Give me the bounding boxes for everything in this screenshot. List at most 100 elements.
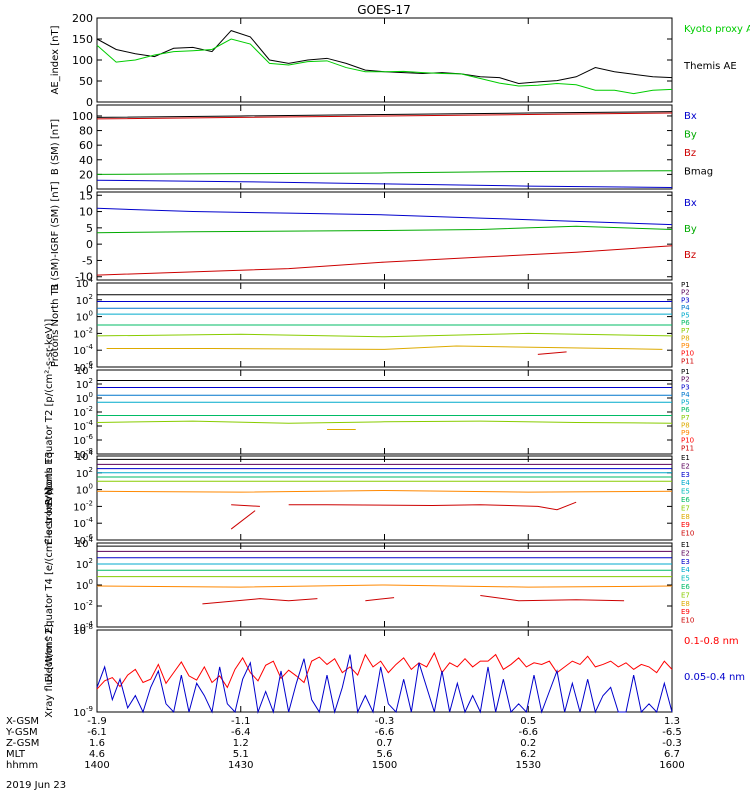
y-tick-label: 10 <box>79 206 93 219</box>
footer-row-value: -6.4 <box>231 727 251 738</box>
y-tick-label: 0 <box>86 183 93 196</box>
footer-row-value: 1.2 <box>233 738 249 749</box>
series-line-0-1-0-8-nm <box>96 651 673 690</box>
footer-row-value: -6.6 <box>375 727 395 738</box>
footer-row-value: 0.2 <box>520 738 536 749</box>
footer-row-value: -6.5 <box>662 727 682 738</box>
series-line-e9 <box>365 597 395 602</box>
y-tick-label: 40 <box>79 154 93 167</box>
footer-row-label: Z-GSM <box>6 738 39 749</box>
series-line-p9 <box>537 351 567 355</box>
channel-label: P4 <box>681 391 690 399</box>
series-line-bz <box>96 112 673 120</box>
y-tick-label: 10-2 <box>73 326 93 340</box>
y-tick-label: 10-8 <box>73 623 93 637</box>
legend-entry: Kyoto proxy AE <box>684 24 750 35</box>
channel-label: P2 <box>681 376 690 384</box>
y-tick-label: 20 <box>79 168 93 181</box>
channel-label: P10 <box>681 437 694 445</box>
channel-label: E1 <box>681 454 690 462</box>
channel-label: E4 <box>681 479 690 487</box>
series-line-e10 <box>288 501 577 511</box>
channel-label: E2 <box>681 462 690 470</box>
y-axis-label: Protons North T1 <box>50 283 61 367</box>
ephemeris-footer: 2019 Jun 23 X-GSM -1.9 -1.1 -0.3 0.5 1.3 Y-GSM… <box>5 716 685 791</box>
channel-label: P8 <box>681 334 690 342</box>
channel-label: P3 <box>681 296 690 304</box>
panel-7: 104 102 100 10-2 10-4 Electrons Equator T4 [e… <box>44 487 694 682</box>
channel-label: P8 <box>681 421 690 429</box>
legend-entry: By <box>684 224 697 235</box>
channel-label: E4 <box>681 566 690 574</box>
y-tick-label: 150 <box>72 33 93 46</box>
channel-label: E5 <box>681 575 690 583</box>
channel-label: P7 <box>681 414 690 422</box>
y-tick-label: 10-4 <box>73 419 93 433</box>
y-axis-label: AE_index [nT] <box>50 25 61 94</box>
y-tick-label: 10-2 <box>73 405 93 419</box>
series-line-p8 <box>106 345 663 350</box>
channel-label: P11 <box>681 357 694 365</box>
legend-entry: Bx <box>684 198 697 209</box>
y-tick-label: 0 <box>86 238 93 251</box>
channel-label: E1 <box>681 541 690 549</box>
series-line-bx <box>96 179 673 189</box>
y-tick-label: 100 <box>76 391 93 405</box>
y-tick-label: 10-6 <box>73 433 93 447</box>
footer-row-label: X-GSM <box>6 716 39 727</box>
footer-row-value: -0.3 <box>662 738 682 749</box>
series-line-by <box>96 170 673 175</box>
channel-label: P2 <box>681 289 690 297</box>
y-tick-label: 100 <box>72 110 93 123</box>
series-line-bz <box>96 245 673 276</box>
series-line-kyoto-proxy-ae <box>96 38 673 95</box>
footer-row-value: -6.1 <box>87 727 107 738</box>
y-axis-label: Xray flux [W/m^2] <box>44 624 55 718</box>
y-axis-label: B (SM)-IGRF (SM) [nT] <box>50 181 61 290</box>
legend-entry: 0.05-0.4 nm <box>684 672 745 683</box>
channel-label: P10 <box>681 350 694 358</box>
y-tick-label: 104 <box>76 536 94 550</box>
y-tick-label: 10-6 <box>73 360 93 374</box>
series-line-e8 <box>202 598 318 605</box>
y-tick-label: 10-9 <box>73 705 93 719</box>
channel-label: E10 <box>681 530 694 538</box>
y-tick-label: 102 <box>76 377 93 391</box>
y-tick-label: 60 <box>79 139 93 152</box>
y-tick-label: 5 <box>86 222 93 235</box>
y-axis-label: Electrons North T3 <box>44 451 55 544</box>
y-tick-label: 10-2 <box>73 599 93 613</box>
channel-label: E8 <box>681 513 690 521</box>
panel-8: 10-8 10-9 Xray flux [W/m^2] 0.1-0.8 nm 0.05-… <box>44 623 745 719</box>
footer-row-value: -0.3 <box>375 716 395 727</box>
series-line-e10 <box>480 595 625 602</box>
channel-label: P1 <box>681 281 690 289</box>
y-tick-label: 104 <box>76 449 94 463</box>
y-tick-label: 100 <box>76 310 93 324</box>
channel-label: E7 <box>681 591 690 599</box>
y-tick-label: 10-6 <box>73 533 93 547</box>
y-tick-label: 100 <box>76 483 93 497</box>
panel-frame <box>96 369 673 455</box>
channel-label: P5 <box>681 312 690 320</box>
panel-3: 15 10 5 0 -5 -10 B (SM)-IGRF (SM) [nT] Bx By Bz <box>50 181 697 290</box>
channel-label: P6 <box>681 406 690 414</box>
y-tick-label: 102 <box>76 466 93 480</box>
channel-label: E9 <box>681 608 690 616</box>
footer-row-value: -1.9 <box>87 716 107 727</box>
y-tick-label: 80 <box>79 125 93 138</box>
footer-row-value: 6.2 <box>520 749 536 760</box>
series-line-e9 <box>230 510 256 530</box>
channel-label: P9 <box>681 429 690 437</box>
y-axis-label: Electrons Equator T4 [e/(cm²-s-sr-keV)] <box>44 487 55 682</box>
footer-row-value: -1.1 <box>231 716 251 727</box>
channel-label: P5 <box>681 399 690 407</box>
footer-row-value: 4.6 <box>89 749 105 760</box>
legend-entry: 0.1-0.8 nm <box>684 636 739 647</box>
y-tick-label: 0 <box>86 96 93 109</box>
legend-entry: By <box>684 130 697 141</box>
